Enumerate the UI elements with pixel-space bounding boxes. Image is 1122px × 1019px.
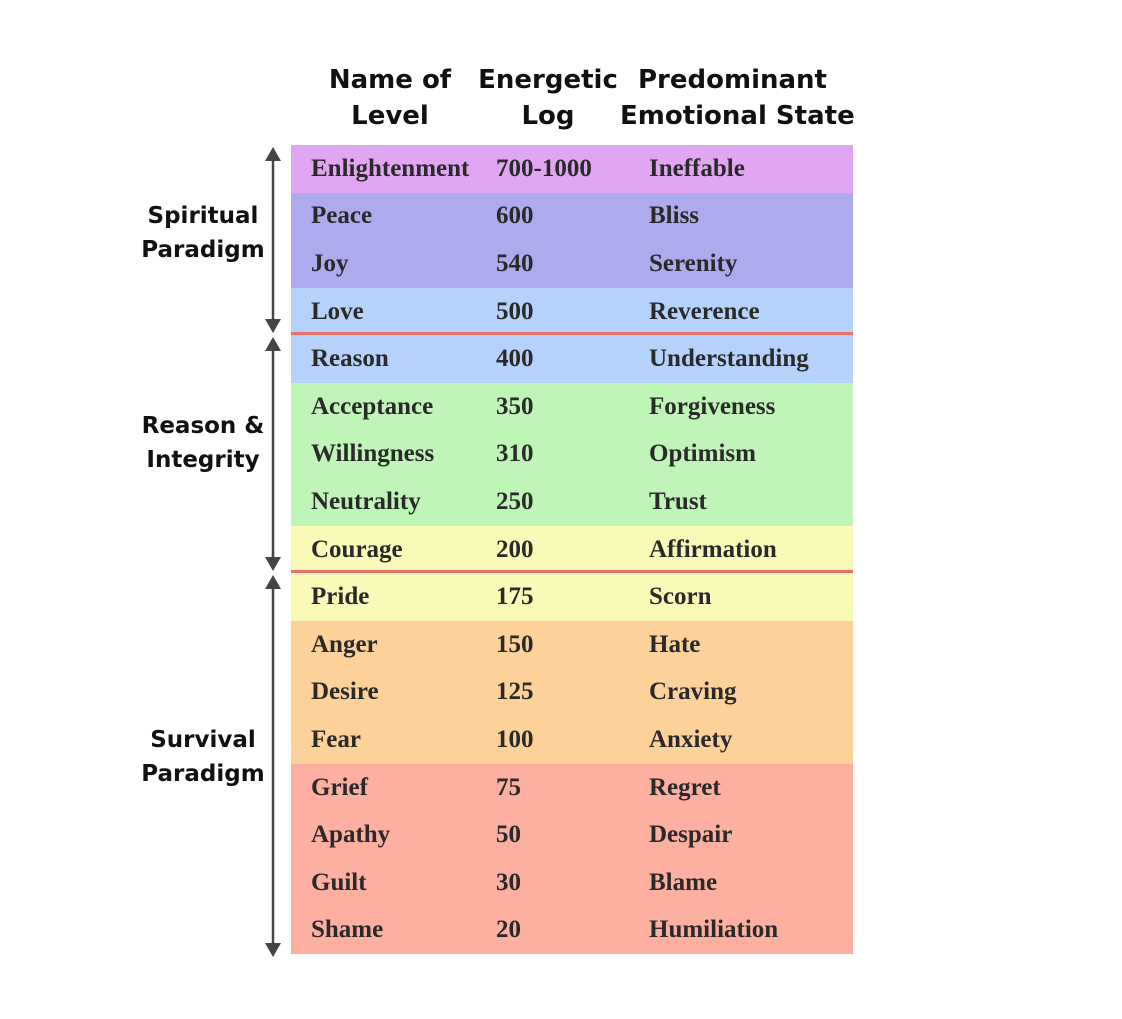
header-line: Name of (328, 65, 452, 95)
level-log: 310 (496, 440, 534, 468)
table-row: Desire 125 Craving (291, 668, 853, 717)
level-log: 150 (496, 630, 534, 658)
level-state: Hate (649, 630, 701, 658)
level-state: Humiliation (649, 916, 779, 944)
header-name-of-level: Name of Level (305, 62, 475, 134)
table-row: Guilt 30 Blame (291, 858, 853, 907)
level-name: Courage (311, 535, 403, 563)
levels-table: Enlightenment 700-1000 Ineffable Peace 600 B… (291, 145, 853, 955)
level-log: 125 (496, 678, 534, 706)
level-state: Ineffable (649, 154, 745, 182)
level-log: 540 (496, 249, 534, 277)
header-line: Energetic (478, 65, 618, 95)
level-log: 100 (496, 725, 534, 753)
table-row: Joy 540 Serenity (291, 240, 853, 288)
level-state: Understanding (649, 345, 809, 373)
table-row: Peace 600 Bliss (291, 192, 853, 241)
level-state: Craving (649, 678, 737, 706)
level-name: Pride (311, 583, 370, 611)
paradigm-line: Survival (150, 727, 256, 753)
level-name: Neutrality (311, 487, 421, 515)
table-row: Grief 75 Regret (291, 763, 853, 812)
table-row: Courage 200 Affirmation (291, 525, 853, 574)
paradigm-line: Integrity (146, 447, 260, 473)
level-name: Love (311, 297, 364, 325)
level-log: 75 (496, 773, 521, 801)
level-name: Joy (311, 249, 349, 277)
paradigm-separator (291, 332, 853, 335)
level-name: Shame (311, 916, 384, 944)
header-emotional-state: Predominant Emotional State (620, 62, 855, 134)
level-log: 50 (496, 821, 521, 849)
level-state: Bliss (649, 202, 700, 230)
level-state: Optimism (649, 440, 756, 468)
level-log: 250 (496, 487, 534, 515)
level-log: 30 (496, 868, 521, 896)
spiritual-range-arrow-icon (265, 147, 281, 333)
paradigm-reason-label: Reason & Integrity (128, 409, 278, 477)
level-state: Affirmation (649, 535, 777, 563)
paradigm-line: Paradigm (141, 761, 265, 787)
table-row: Anger 150 Hate (291, 620, 853, 669)
level-name: Apathy (311, 821, 391, 849)
header-line: Predominant (638, 65, 827, 95)
table-row: Willingness 310 Optimism (291, 430, 853, 479)
level-name: Fear (311, 725, 361, 753)
header-line: Level (351, 101, 429, 131)
level-name: Guilt (311, 868, 367, 896)
level-name: Acceptance (311, 392, 434, 420)
paradigm-line: Paradigm (141, 237, 265, 263)
level-log: 175 (496, 583, 534, 611)
paradigm-spiritual-label: Spiritual Paradigm (128, 199, 278, 267)
level-name: Grief (311, 773, 368, 801)
level-state: Despair (649, 821, 733, 849)
level-state: Regret (649, 773, 721, 801)
table-row: Neutrality 250 Trust (291, 478, 853, 526)
header-energetic-log: Energetic Log (478, 62, 618, 134)
level-state: Reverence (649, 297, 760, 325)
level-log: 350 (496, 392, 534, 420)
level-name: Willingness (311, 440, 435, 468)
level-state: Anxiety (649, 725, 733, 753)
level-state: Blame (649, 868, 718, 896)
table-row: Apathy 50 Despair (291, 811, 853, 859)
level-name: Desire (311, 678, 379, 706)
table-row: Shame 20 Humiliation (291, 906, 853, 955)
level-state: Serenity (649, 249, 738, 277)
level-log: 500 (496, 297, 534, 325)
header-line: Emotional State (620, 101, 855, 131)
level-name: Reason (311, 345, 389, 373)
paradigm-survival-label: Survival Paradigm (128, 723, 278, 791)
table-row: Love 500 Reverence (291, 287, 853, 336)
level-name: Anger (311, 630, 378, 658)
level-log: 600 (496, 202, 534, 230)
survival-range-arrow-icon (265, 575, 281, 957)
level-log: 20 (496, 916, 521, 944)
level-log: 400 (496, 345, 534, 373)
level-state: Forgiveness (649, 392, 776, 420)
reason-range-arrow-icon (265, 337, 281, 571)
table-row: Acceptance 350 Forgiveness (291, 382, 853, 431)
table-row: Reason 400 Understanding (291, 335, 853, 383)
paradigm-separator (291, 570, 853, 573)
level-state: Scorn (649, 583, 712, 611)
level-log: 700-1000 (496, 154, 592, 182)
level-name: Enlightenment (311, 154, 470, 182)
level-log: 200 (496, 535, 534, 563)
table-row: Enlightenment 700-1000 Ineffable (291, 145, 853, 193)
level-state: Trust (649, 487, 707, 515)
paradigm-line: Reason & (141, 413, 265, 439)
table-row: Fear 100 Anxiety (291, 716, 853, 764)
header-line: Log (521, 101, 575, 131)
level-name: Peace (311, 202, 373, 230)
table-row: Pride 175 Scorn (291, 573, 853, 621)
paradigm-line: Spiritual (147, 203, 259, 229)
